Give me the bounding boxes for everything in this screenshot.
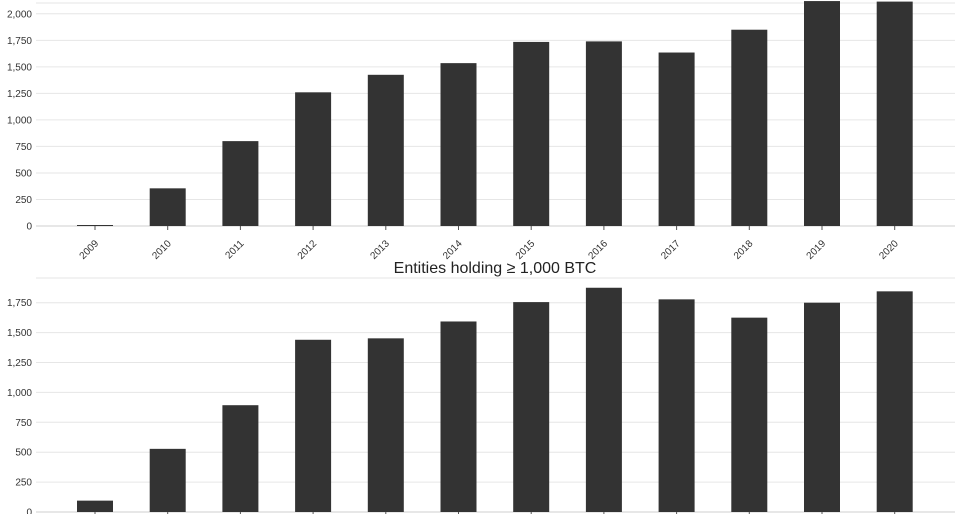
chart-2-y-tick-label: 1,250 [7,358,32,369]
chart-1-y-tick-label: 500 [15,168,32,179]
chart-1-bar-2015 [513,41,550,226]
chart-2-y-tick-label: 1,000 [7,388,32,399]
chart-1: 0 250 500 750 1,000 1,250 1,500 1,750 2,000 2009 2… [7,1,955,262]
chart-2-y-tick-label: 0 [26,508,32,514]
chart-1-x-tick-label: 2018 [732,238,756,262]
chart-2-bar-2016 [585,287,622,512]
chart-1-bar-2016 [585,41,622,226]
chart-1-x-tick-label: 2009 [78,238,102,262]
chart-1-bar-2018 [731,29,768,227]
chart-2-bar-2011 [222,405,259,512]
chart-1-x-tick-label: 2013 [368,238,392,262]
chart-2: 0 250 500 750 1,000 1,250 1,500 1,750 [7,277,955,514]
chart-1-bar-2017 [658,52,695,226]
chart-1-x-tick-label: 2019 [805,238,829,262]
chart-2-bar-2017 [658,299,695,512]
chart-2-bar-2019 [804,302,840,512]
chart-1-y-tick-label: 0 [26,222,32,233]
chart-1-y-tick-label: 1,250 [7,89,32,100]
chart-1-x-tick-label: 2012 [296,238,320,262]
chart-2-bar-2013 [367,338,404,512]
chart-1-x-tick-label: 2011 [224,238,247,261]
chart-1-x-tick-label: 2010 [150,238,174,262]
chart-2-y-tick-label: 250 [15,478,32,489]
chart-1-y-tick-label: 1,000 [7,115,32,126]
chart-2-bar-2015 [513,302,550,512]
chart-1-y-tick-label: 1,500 [7,62,32,73]
chart-1-bar-2019 [804,1,840,227]
chart-1-bar-2011 [222,141,259,226]
chart-1-x-tick-label: 2014 [441,238,465,262]
chart-2-y-tick-label: 1,500 [7,328,32,339]
chart-2-bar-2020 [876,291,913,512]
chart-1-y-tick-label: 1,750 [7,36,32,47]
chart-1-bar-2020 [876,1,913,227]
chart-2-y-tick-label: 750 [15,418,32,429]
chart-2-bar-2009 [77,500,113,512]
chart-2-bar-2010 [149,448,186,512]
chart-2-title: Entities holding ≥ 1,000 BTC [394,260,597,277]
chart-2-y-tick-label: 500 [15,448,32,459]
chart-1-x-tick-label: 2017 [659,238,683,262]
chart-1-y-tick-label: 2,000 [7,9,32,20]
chart-1-bar-2012 [295,92,332,227]
chart-1-bar-2013 [367,74,404,227]
chart-2-bar-2014 [440,321,477,512]
chart-2-bar-2012 [295,339,332,512]
chart-2-bar-2018 [731,317,768,512]
chart-1-bar-2010 [149,188,186,226]
chart-1-x-tick-label: 2015 [514,238,538,262]
chart-1-x-tick-label: 2020 [877,238,901,262]
chart-1-y-tick-label: 250 [15,195,32,206]
chart-1-bar-2009 [77,225,113,226]
chart-2-y-tick-label: 1,750 [7,298,32,309]
chart-1-x-tick-label: 2016 [587,238,611,262]
chart-1-y-tick-label: 750 [15,142,32,153]
chart-1-bar-2014 [440,63,477,226]
